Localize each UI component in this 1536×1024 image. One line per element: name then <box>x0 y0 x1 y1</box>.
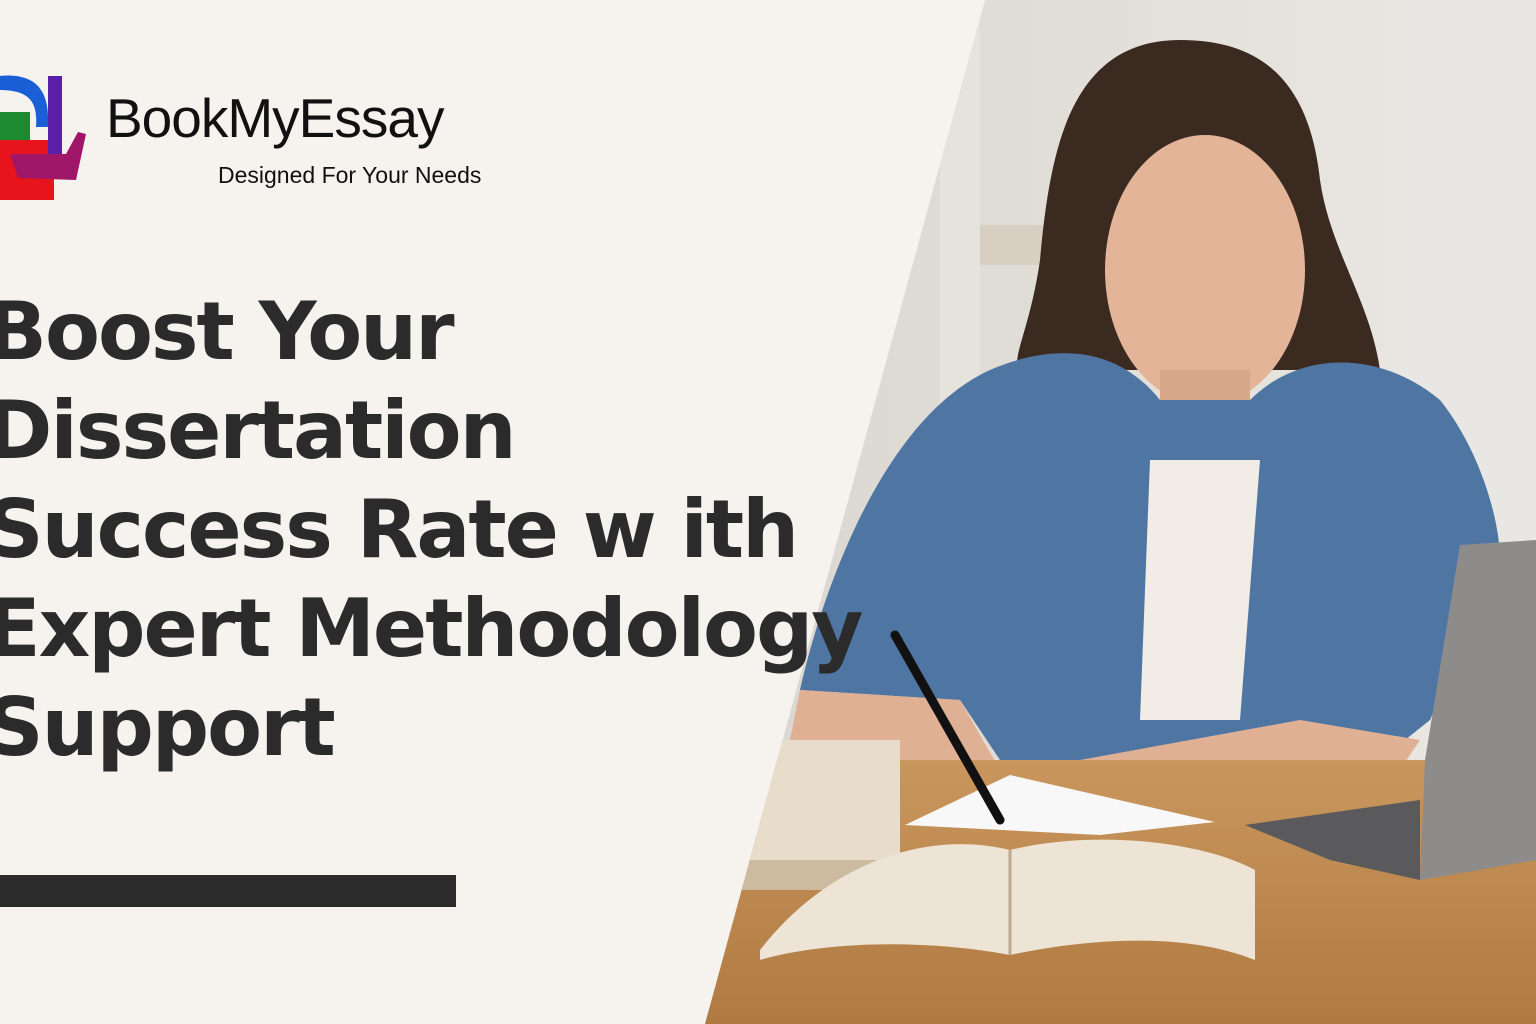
brand-logo <box>0 75 86 200</box>
brand-tagline: Designed For Your Needs <box>218 162 482 188</box>
headline-line: Success Rate w ith <box>0 483 799 576</box>
headline-line: Boost Your <box>0 285 455 378</box>
headline-line: Dissertation <box>0 384 517 477</box>
headline-line: Expert Methodology <box>0 582 863 675</box>
brand-name: BookMyEssay <box>106 87 444 149</box>
accent-bar <box>0 875 456 907</box>
headline: Boost Your Dissertation Success Rate w i… <box>0 282 863 777</box>
headline-line: Support <box>0 681 336 774</box>
